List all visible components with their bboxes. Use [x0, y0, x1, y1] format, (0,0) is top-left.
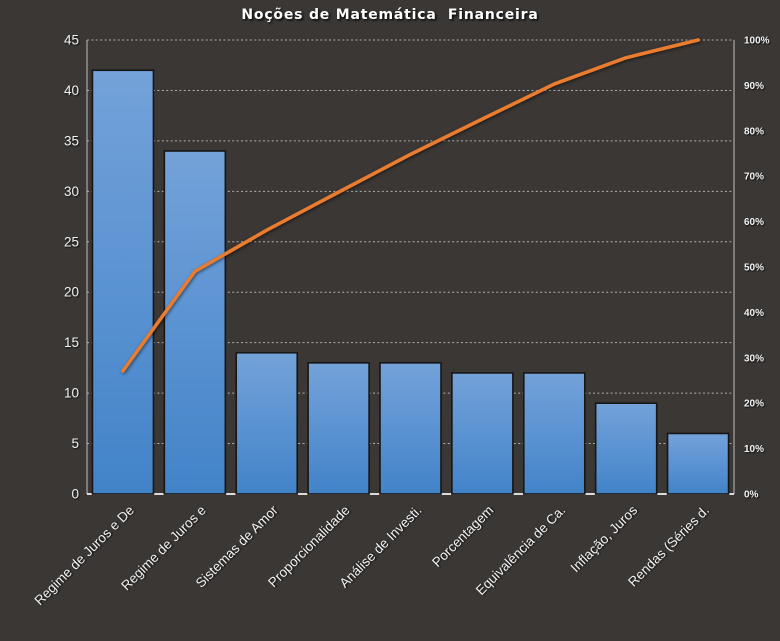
right-axis-tick-label: 60% [744, 217, 764, 228]
right-axis-tick-label: 0% [744, 490, 759, 501]
bar-4[interactable] [307, 362, 370, 495]
left-axis-tick-label: 30 [64, 184, 79, 199]
left-axis-tick-label: 15 [64, 335, 79, 350]
right-axis-tick-label: 30% [744, 353, 764, 364]
bar-9[interactable] [666, 432, 730, 495]
left-axis-tick-label: 5 [71, 436, 79, 451]
left-axis-tick-label: 40 [64, 83, 79, 98]
chart-title: Noções de Matemática Financeira [241, 7, 539, 23]
category-label-6: Porcentagem [429, 503, 496, 570]
bar-2[interactable] [163, 150, 227, 495]
right-axis-tick-label: 90% [744, 81, 764, 92]
right-axis-tick-label: 10% [744, 444, 764, 455]
right-axis-tick-label: 100% [744, 36, 770, 47]
category-label-8: Inflação, Juros [568, 502, 641, 575]
right-axis-tick-label: 80% [744, 126, 764, 137]
right-axis-tick-label: 20% [744, 399, 764, 410]
right-axis-tick-label: 40% [744, 308, 764, 319]
bar-1[interactable] [91, 69, 155, 495]
left-axis-tick-label: 25 [64, 234, 79, 249]
bar-8[interactable] [594, 402, 658, 495]
left-axis-tick-label: 20 [64, 285, 79, 300]
category-label-9: Rendas (Séries d. [625, 503, 712, 590]
bar-3[interactable] [235, 351, 299, 495]
left-axis-tick-label: 35 [64, 133, 79, 148]
bar-6[interactable] [451, 372, 514, 495]
right-axis-tick-label: 70% [744, 172, 764, 183]
left-axis-tick-label: 45 [64, 33, 79, 48]
cumulative-percent-line[interactable] [121, 38, 700, 373]
left-axis-tick-label: 0 [71, 487, 79, 502]
right-axis-tick-label: 50% [744, 263, 764, 274]
category-label-1: Regime de Juros e De [31, 503, 137, 609]
left-axis-tick-label: 10 [64, 386, 79, 401]
bar-5[interactable] [379, 362, 442, 495]
bar-7[interactable] [522, 372, 586, 495]
